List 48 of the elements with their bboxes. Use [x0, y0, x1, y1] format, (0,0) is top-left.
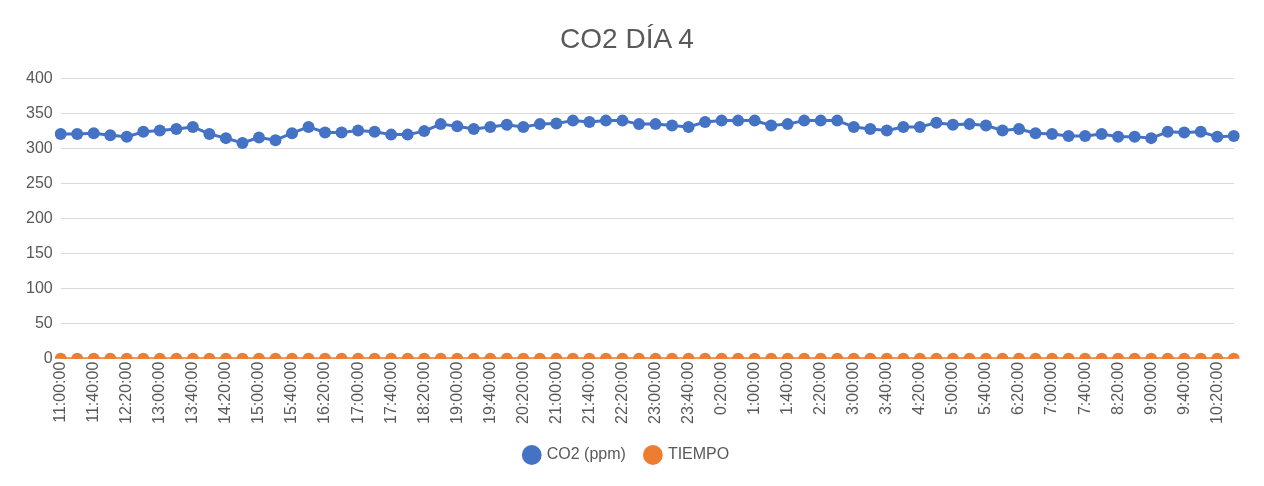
- y-tick-label: 250: [25, 174, 53, 192]
- x-tick-label: 11:00:00: [51, 361, 69, 423]
- x-tick-label: 20:20:00: [513, 361, 531, 424]
- x-tick-label: 21:40:00: [579, 361, 597, 424]
- x-tick-label: 5:00:00: [943, 361, 961, 416]
- x-tick-label: 14:20:00: [216, 361, 234, 424]
- x-tick-label: 7:00:00: [1042, 361, 1060, 416]
- x-tick-label: 9:40:00: [1174, 361, 1192, 416]
- x-tick-label: 1:40:00: [778, 361, 796, 416]
- x-tick-label: 13:40:00: [183, 361, 201, 424]
- x-tick-label: 22:20:00: [612, 361, 630, 424]
- x-tick-label: 1:00:00: [745, 361, 763, 416]
- x-tick-label: 3:40:00: [877, 361, 895, 416]
- x-tick-label: 23:00:00: [645, 361, 663, 424]
- x-tick-label: 7:40:00: [1075, 361, 1093, 416]
- x-tick-label: 21:00:00: [546, 361, 564, 424]
- y-tick-label: 0: [43, 349, 53, 367]
- x-tick-label: 12:20:00: [117, 361, 135, 424]
- y-tick-label: 350: [25, 104, 53, 122]
- x-tick-label: 4:20:00: [910, 361, 928, 416]
- x-tick-label: 23:40:00: [678, 361, 696, 424]
- x-tick-label: 10:20:00: [1207, 361, 1225, 424]
- x-tick-label: 6:20:00: [1009, 361, 1027, 416]
- legend-label: TIEMPO: [667, 445, 730, 463]
- chart-title: CO2 DÍA 4: [560, 22, 694, 54]
- y-tick-label: 400: [25, 69, 53, 87]
- x-tick-label: 17:40:00: [381, 361, 399, 424]
- x-tick-label: 15:40:00: [282, 361, 300, 424]
- x-tick-label: 19:00:00: [447, 361, 465, 424]
- y-tick-label: 200: [25, 209, 53, 227]
- x-tick-label: 3:00:00: [844, 361, 862, 416]
- x-tick-label: 2:20:00: [811, 361, 829, 416]
- x-tick-label: 15:00:00: [249, 361, 267, 424]
- y-tick-label: 150: [25, 244, 53, 262]
- x-tick-label: 11:40:00: [84, 361, 102, 423]
- y-tick-label: 100: [25, 279, 53, 297]
- x-tick-label: 17:00:00: [348, 361, 366, 424]
- y-tick-label: 300: [25, 139, 53, 157]
- x-tick-label: 16:20:00: [315, 361, 333, 424]
- y-tick-label: 50: [34, 314, 53, 332]
- legend-label: CO2 (ppm): [546, 445, 626, 463]
- x-tick-label: 19:40:00: [480, 361, 498, 424]
- x-tick-label: 8:20:00: [1108, 361, 1126, 416]
- x-tick-label: 18:20:00: [414, 361, 432, 424]
- x-tick-label: 13:00:00: [150, 361, 168, 424]
- x-tick-label: 0:20:00: [712, 361, 730, 416]
- x-tick-label: 5:40:00: [976, 361, 994, 416]
- x-tick-label: 9:00:00: [1141, 361, 1159, 416]
